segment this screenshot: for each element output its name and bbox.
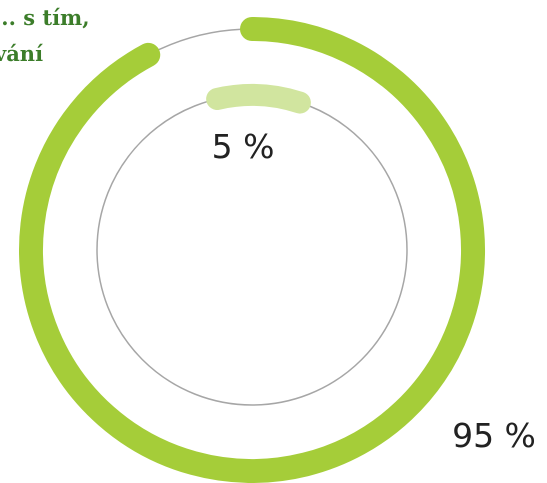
heading-line-1: ... s tím, [0,5,90,30]
outer-arc [19,17,485,483]
outer-value-label: 95 % [452,416,536,455]
inner-arc [206,84,311,114]
chart-heading: ... s tím, vání [0,0,194,72]
heading-line-2: vání [0,41,44,66]
inner-value-label: 5 % [212,127,275,166]
